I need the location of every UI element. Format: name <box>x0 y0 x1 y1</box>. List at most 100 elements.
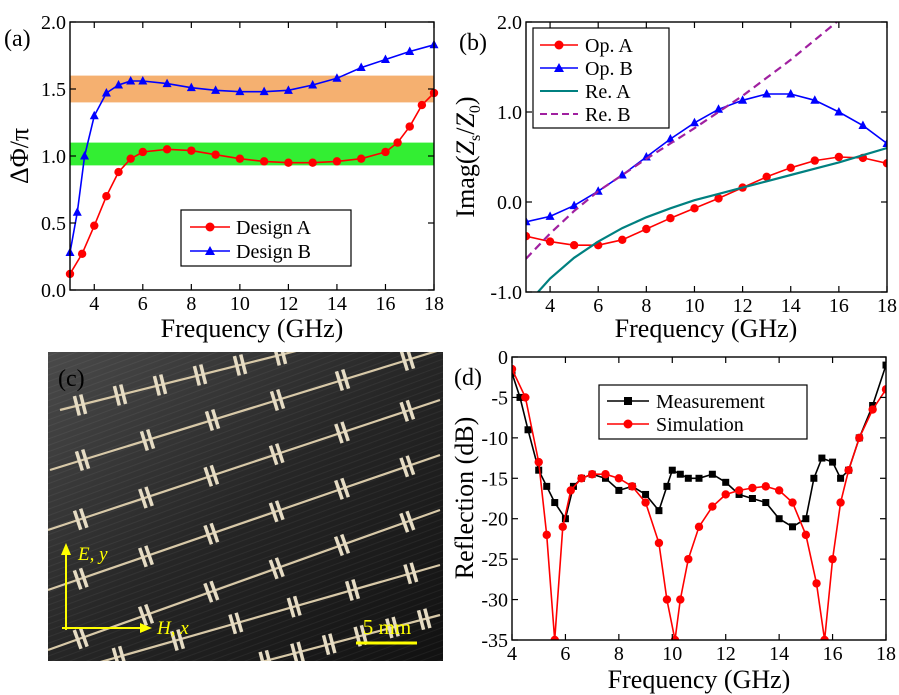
b-point-op-b <box>526 216 531 226</box>
split-cell-bar <box>119 384 128 405</box>
split-cell-bar <box>292 595 302 616</box>
d-point-simulation <box>828 554 837 564</box>
d-x-axis-title: Frequency (GHz) <box>608 665 791 694</box>
scale-bar-label: 5 mm <box>363 615 411 639</box>
split-cell <box>72 508 89 531</box>
a-y-axis-title: ΔΦ/π <box>5 128 34 184</box>
d-point-measurement <box>722 478 730 486</box>
split-cell-bar <box>405 510 416 531</box>
d-point-simulation <box>641 498 650 507</box>
split-cell-bar <box>272 352 281 366</box>
b-point-op-b <box>882 138 887 147</box>
split-cell-bar <box>334 479 344 500</box>
a-point-design-a <box>187 146 196 155</box>
d-point-simulation <box>855 433 864 443</box>
split-cell-bar <box>286 597 296 618</box>
d-point-simulation <box>788 498 797 507</box>
b-point-op-a <box>786 163 795 172</box>
split-cell-bar <box>209 522 220 543</box>
split-cell <box>399 510 416 533</box>
split-cell-bar <box>210 408 221 430</box>
a-point-design-b <box>235 86 245 96</box>
split-cell <box>344 579 361 601</box>
b-point-op-a <box>618 235 627 244</box>
b-point-op-a <box>690 204 699 213</box>
d-point-simulation <box>542 530 551 540</box>
b-ticks: 4 6 8 10 12 14 16 18 -1.0 0.0 1.0 2.0 <box>490 12 897 317</box>
b-y-axis-title: Imag(Zs/Z0) <box>451 96 484 217</box>
split-cell <box>385 616 400 639</box>
b-point-op-a <box>545 237 555 246</box>
a-point-design-b <box>259 86 269 96</box>
microstrip-line-7 <box>59 352 297 412</box>
split-cell <box>334 421 350 444</box>
d-ytick-label: -10 <box>481 428 508 450</box>
a-x-axis-title: Frequency (GHz) <box>161 314 344 343</box>
split-cell-bar <box>275 388 286 410</box>
a-ytick-label: 0.0 <box>41 280 66 302</box>
d-point-simulation <box>708 502 717 511</box>
b-point-op-b <box>665 134 675 143</box>
d-point-measurement <box>775 515 783 523</box>
split-cell-bar <box>199 364 208 385</box>
d-point-simulation <box>534 457 543 467</box>
split-cell-bar <box>139 430 150 452</box>
d-point-simulation <box>844 466 853 475</box>
split-cell-bar <box>385 618 394 639</box>
b-point-op-a <box>834 152 844 162</box>
b-point-op-b <box>858 120 868 129</box>
d-legend-label-simulation: Simulation <box>656 414 744 436</box>
split-cell-bar <box>290 643 299 661</box>
split-cell <box>232 354 248 376</box>
a-point-design-a <box>308 158 317 167</box>
d-legend-box <box>598 384 808 440</box>
d-point-measurement <box>655 507 663 515</box>
a-point-design-b <box>80 151 90 160</box>
d-point-simulation <box>676 595 685 604</box>
split-cell-bar <box>72 510 83 531</box>
split-cell <box>169 629 186 651</box>
h-field-arrowhead <box>140 623 152 633</box>
split-cell-bar <box>72 569 83 590</box>
d-point-simulation <box>512 364 517 374</box>
split-cell <box>137 603 155 627</box>
split-cell-bar <box>78 567 89 588</box>
split-cell-bar <box>111 647 121 661</box>
d-ytick-label: 0 <box>498 347 508 369</box>
split-cell-bar <box>340 533 351 554</box>
d-point-measurement <box>551 499 559 507</box>
a-point-design-a <box>162 145 172 154</box>
b-ytick-label: 2.0 <box>497 12 522 34</box>
d-point-measurement <box>810 474 818 482</box>
d-point-simulation <box>521 393 530 402</box>
split-cell <box>72 627 89 650</box>
a-point-design-a <box>235 154 245 163</box>
d-point-simulation <box>820 635 829 640</box>
a-xtick-label: 8 <box>186 293 196 315</box>
split-cell <box>152 374 168 396</box>
b-ytick-label: -1.0 <box>490 282 522 304</box>
split-cell-bar <box>328 633 337 654</box>
split-cell-bar <box>334 423 344 444</box>
e-field-arrowhead <box>61 543 71 555</box>
c-panel-label: (c) <box>58 366 85 392</box>
split-cell <box>399 352 416 372</box>
split-cell-bar <box>203 582 214 603</box>
d-point-simulation <box>836 498 845 507</box>
a-point-design-b <box>186 82 196 92</box>
split-cell-bar <box>209 580 220 601</box>
a-point-design-b <box>211 85 221 94</box>
d-xtick-label: 4 <box>507 643 517 665</box>
d-ticks: 4 6 8 10 12 14 16 18 0 -5 -10 -15 -20 -25 -30 -35 <box>481 347 896 665</box>
d-point-simulation <box>761 482 770 491</box>
microstrip-line-3 <box>48 453 441 592</box>
panel-a: 4 6 8 10 12 14 16 18 0.0 0.5 1.0 1.5 2.0 (a) Frequen… <box>4 12 444 343</box>
split-cell <box>138 486 154 509</box>
b-point-op-b <box>810 95 820 104</box>
b-point-op-b <box>617 170 627 179</box>
d-point-simulation <box>812 579 821 588</box>
d-point-measurement <box>516 393 524 401</box>
a-point-design-a <box>211 150 220 159</box>
b-plot-frame <box>525 21 888 293</box>
split-cell <box>403 562 419 585</box>
